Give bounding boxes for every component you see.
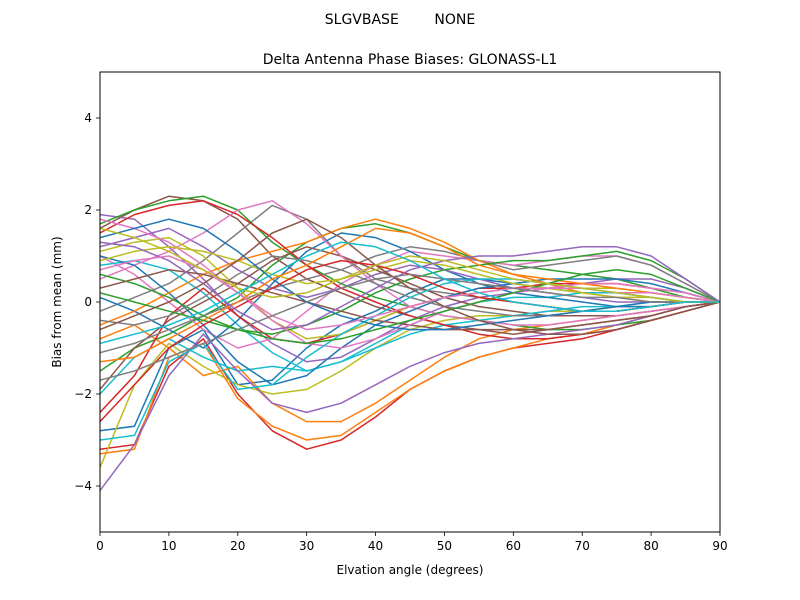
y-tick-label: −4 xyxy=(74,479,92,493)
x-tick-label: 70 xyxy=(575,539,590,553)
y-axis-label: Bias from mean (mm) xyxy=(50,236,64,367)
x-tick-label: 20 xyxy=(230,539,245,553)
x-tick-label: 60 xyxy=(506,539,521,553)
series-line-s15 xyxy=(100,227,720,303)
series-line-s40 xyxy=(100,241,720,345)
x-tick-label: 50 xyxy=(437,539,452,553)
series-line-s38 xyxy=(100,273,720,381)
x-tick-label: 0 xyxy=(96,539,104,553)
series-line-s25 xyxy=(100,301,720,492)
x-axis-label: Elvation angle (degrees) xyxy=(337,563,484,577)
series-line-s33 xyxy=(100,269,720,345)
y-tick-label: 0 xyxy=(84,295,92,309)
x-tick-label: 40 xyxy=(368,539,383,553)
y-tick-label: −2 xyxy=(74,387,92,401)
series-line-s27 xyxy=(100,218,720,349)
series-line-s23 xyxy=(100,250,720,335)
series-line-s36 xyxy=(100,218,720,335)
chart-title: Delta Antenna Phase Biases: GLONASS-L1 xyxy=(263,52,558,68)
series-line-s31 xyxy=(100,218,720,331)
x-tick-label: 10 xyxy=(161,539,176,553)
x-tick-label: 90 xyxy=(712,539,727,553)
series-layer xyxy=(100,195,720,492)
y-tick-label: 2 xyxy=(84,203,92,217)
x-axis: 0 10 20 30 40 50 60 70 80 90 xyxy=(96,532,728,553)
figure-suptitle: SLGVBASE NONE xyxy=(325,12,475,28)
x-tick-label: 80 xyxy=(643,539,658,553)
x-tick-label: 30 xyxy=(299,539,314,553)
y-tick-label: 4 xyxy=(84,111,92,125)
series-line-s39 xyxy=(100,227,720,303)
y-axis: −4 −2 0 2 4 xyxy=(74,111,100,493)
plot-area xyxy=(100,195,720,492)
